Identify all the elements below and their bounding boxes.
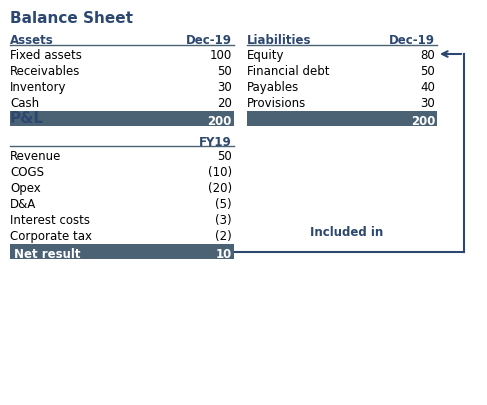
Text: Corporate tax: Corporate tax <box>10 230 92 243</box>
Text: 80: 80 <box>420 49 435 62</box>
Text: 30: 30 <box>420 97 435 110</box>
Text: (20): (20) <box>208 181 232 194</box>
Text: Included in: Included in <box>310 226 383 239</box>
Text: (10): (10) <box>208 166 232 179</box>
Text: Provisions: Provisions <box>247 97 306 110</box>
Text: Fixed assets: Fixed assets <box>10 49 82 62</box>
Text: P&L: P&L <box>10 111 44 126</box>
Text: Inventory: Inventory <box>10 81 67 94</box>
Text: Opex: Opex <box>10 181 41 194</box>
Text: Revenue: Revenue <box>10 149 61 162</box>
Bar <box>10 112 234 127</box>
Text: 10: 10 <box>216 247 232 260</box>
Text: (2): (2) <box>215 230 232 243</box>
Text: 50: 50 <box>420 65 435 78</box>
Text: (5): (5) <box>215 198 232 211</box>
Text: Interest costs: Interest costs <box>10 213 90 226</box>
Text: Receivables: Receivables <box>10 65 80 78</box>
Text: 50: 50 <box>217 149 232 162</box>
Text: D&A: D&A <box>10 198 36 211</box>
Bar <box>247 112 437 127</box>
Text: Equity: Equity <box>247 49 284 62</box>
Text: Cash: Cash <box>10 97 39 110</box>
Text: 30: 30 <box>217 81 232 94</box>
Text: 50: 50 <box>217 65 232 78</box>
Text: Net result: Net result <box>14 247 80 260</box>
Text: 40: 40 <box>420 81 435 94</box>
Text: 200: 200 <box>207 115 232 128</box>
Text: Liabilities: Liabilities <box>247 34 312 47</box>
Text: COGS: COGS <box>10 166 44 179</box>
Text: Financial debt: Financial debt <box>247 65 330 78</box>
Text: FY19: FY19 <box>199 136 232 149</box>
Text: Balance Sheet: Balance Sheet <box>10 11 133 26</box>
Text: Dec-19: Dec-19 <box>186 34 232 47</box>
Text: Payables: Payables <box>247 81 299 94</box>
Bar <box>10 244 234 259</box>
Text: Assets: Assets <box>10 34 54 47</box>
Text: 100: 100 <box>210 49 232 62</box>
Text: Dec-19: Dec-19 <box>389 34 435 47</box>
Text: 20: 20 <box>217 97 232 110</box>
Text: (3): (3) <box>215 213 232 226</box>
Text: 200: 200 <box>411 115 435 128</box>
